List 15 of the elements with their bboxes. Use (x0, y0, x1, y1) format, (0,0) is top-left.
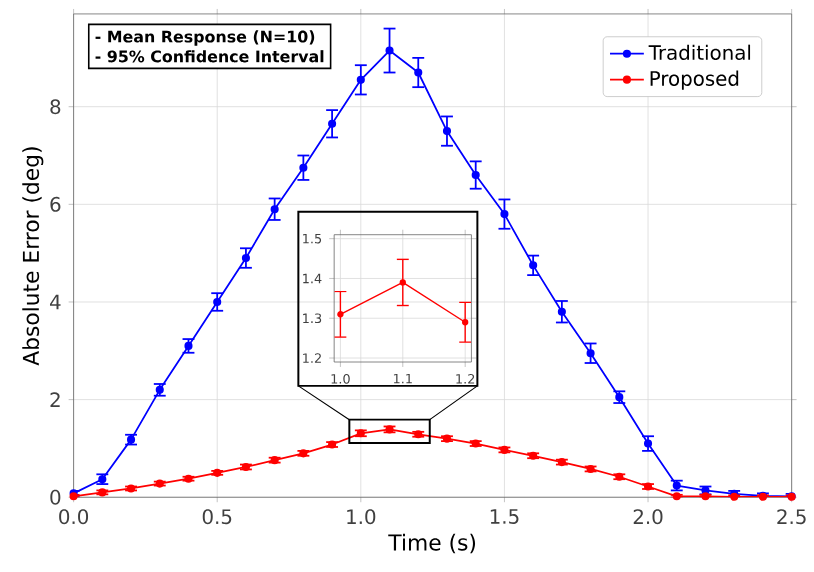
x-tick-label: 0.5 (202, 508, 232, 524)
y-tick-label: 2 (50, 391, 60, 407)
y-axis-title: Absolute Error (deg) (22, 146, 44, 366)
y-tick-label: 0 (50, 489, 61, 505)
legend-label: Proposed (650, 70, 739, 90)
y-tick-label: 6 (50, 196, 61, 212)
x-tick-label: 1.0 (347, 508, 376, 524)
legend-label: Traditional (648, 44, 751, 60)
x-tick-label: 1.5 (490, 508, 519, 524)
x-tick-label: 2.5 (777, 508, 806, 524)
x-axis-title: Time (s) (388, 533, 476, 553)
y-tick-label: 4 (50, 294, 61, 309)
x-tick-label: 0.0 (59, 508, 89, 524)
x-tick-label: 2.0 (633, 508, 663, 524)
y-tick-label: 8 (50, 98, 61, 114)
